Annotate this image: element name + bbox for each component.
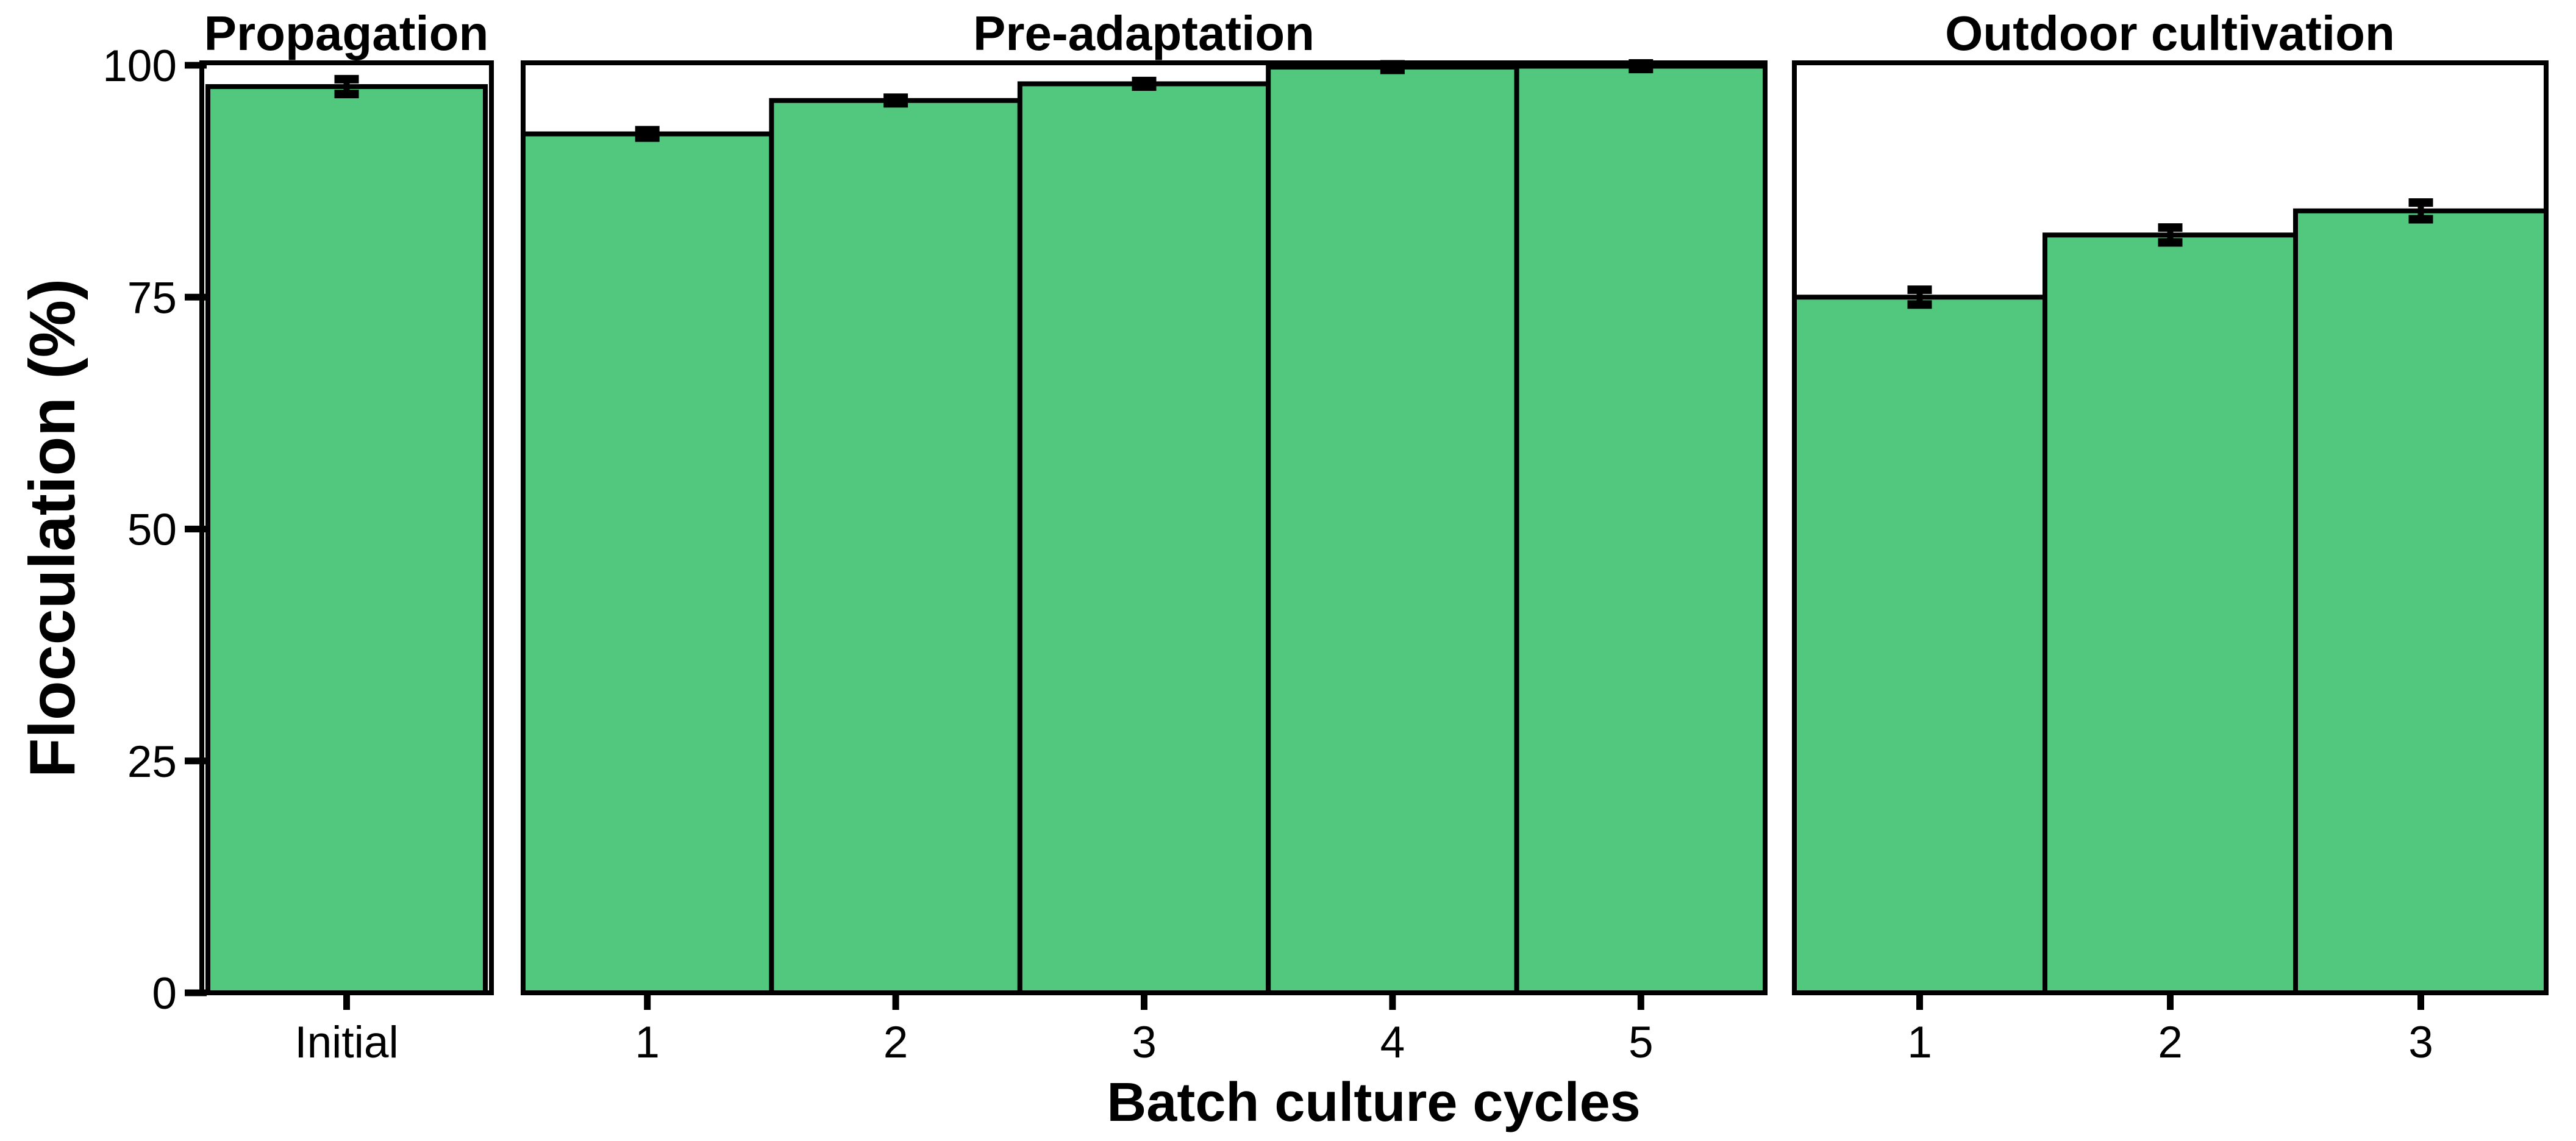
- bar-panel3-1: [1792, 295, 2047, 995]
- panel-frame-1: [199, 60, 494, 995]
- bar-panel3-2: [2043, 232, 2298, 995]
- x-tick-label-panel3-1: 1: [1907, 1018, 1932, 1067]
- x-tick-label-panel2-5: 5: [1629, 1018, 1654, 1067]
- panel-title-propagation: Propagation: [204, 6, 489, 60]
- plot-area: 0 25 50 75 100 Initial 1 2 3 4 5 1 2 3: [102, 41, 2549, 1067]
- x-tick-label-panel2-4: 4: [1380, 1018, 1405, 1067]
- x-tick-label-panel2-3: 3: [1132, 1018, 1157, 1067]
- y-tick-label-50: 50: [127, 506, 177, 555]
- x-tick-label-panel2-1: 1: [635, 1018, 660, 1067]
- panel-title-pre-adaptation: Pre-adaptation: [973, 6, 1315, 60]
- panel-frame-2: [521, 60, 1768, 995]
- panel-title-outdoor-cultivation: Outdoor cultivation: [1945, 6, 2395, 60]
- x-tick-label-panel1-Initial: Initial: [294, 1018, 398, 1067]
- bar-panel2-1: [521, 131, 774, 996]
- y-tick-label-25: 25: [127, 737, 177, 787]
- y-tick-label-75: 75: [127, 273, 177, 323]
- x-tick-label-panel3-3: 3: [2408, 1018, 2433, 1067]
- y-tick-label-100: 100: [102, 41, 177, 91]
- bar-panel3-3: [2293, 208, 2549, 995]
- x-tick-label-panel2-2: 2: [883, 1018, 908, 1067]
- y-tick-label-0: 0: [152, 969, 177, 1018]
- panel-frame-3: [1792, 60, 2549, 995]
- bar-panel1-Initial: [205, 84, 488, 995]
- bar-panel2-5: [1514, 63, 1768, 995]
- bar-panel2-4: [1266, 65, 1519, 996]
- bar-panel2-2: [769, 98, 1022, 996]
- x-tick-label-panel3-2: 2: [2158, 1018, 2183, 1067]
- x-axis-title: Batch culture cycles: [1107, 1072, 1640, 1133]
- bar-panel2-3: [1017, 81, 1271, 995]
- y-axis-title: Flocculation (%): [16, 279, 88, 778]
